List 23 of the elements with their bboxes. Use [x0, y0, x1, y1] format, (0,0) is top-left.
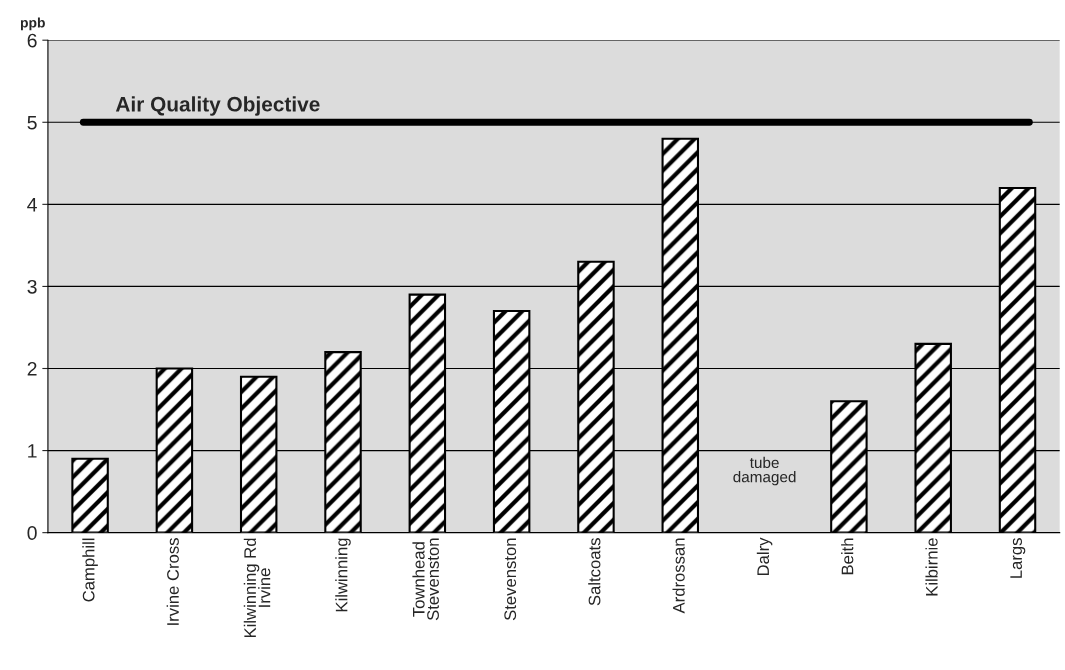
- y-tick-label: 0: [27, 526, 37, 540]
- y-tick-label: 1: [28, 444, 37, 458]
- x-tick-label: Irvine Cross: [166, 538, 179, 625]
- x-tick-label: Stevenston: [504, 538, 517, 621]
- y-tick-label: 4: [27, 198, 37, 212]
- x-tick-label: Ardrossan: [672, 538, 685, 614]
- x-tick-label: Saltcoats: [588, 538, 601, 606]
- ref-line-label: Air Quality Objective: [115, 96, 320, 116]
- x-tick-label: Kilwinning: [335, 538, 351, 612]
- y-tick-label: 5: [27, 115, 37, 130]
- x-tick-label: Beith: [841, 538, 854, 575]
- x-tick-label: Largs: [1010, 538, 1026, 578]
- y-tick-label: 6: [27, 33, 37, 48]
- y-tick-label: 3: [27, 279, 37, 294]
- y-tick-label: 2: [27, 361, 37, 376]
- annotation: tube damaged: [733, 456, 796, 486]
- x-tick-label: Townhead Stevenston: [412, 538, 439, 621]
- bar: [71, 457, 109, 533]
- x-tick-label: Camphill: [82, 538, 98, 602]
- y-axis-title: ppb: [20, 17, 45, 31]
- x-tick-label: Kilwinning Rd Irvine: [243, 538, 271, 638]
- x-tick-label: Kilbirnie: [925, 538, 938, 596]
- x-tick-label: Dalry: [756, 537, 773, 576]
